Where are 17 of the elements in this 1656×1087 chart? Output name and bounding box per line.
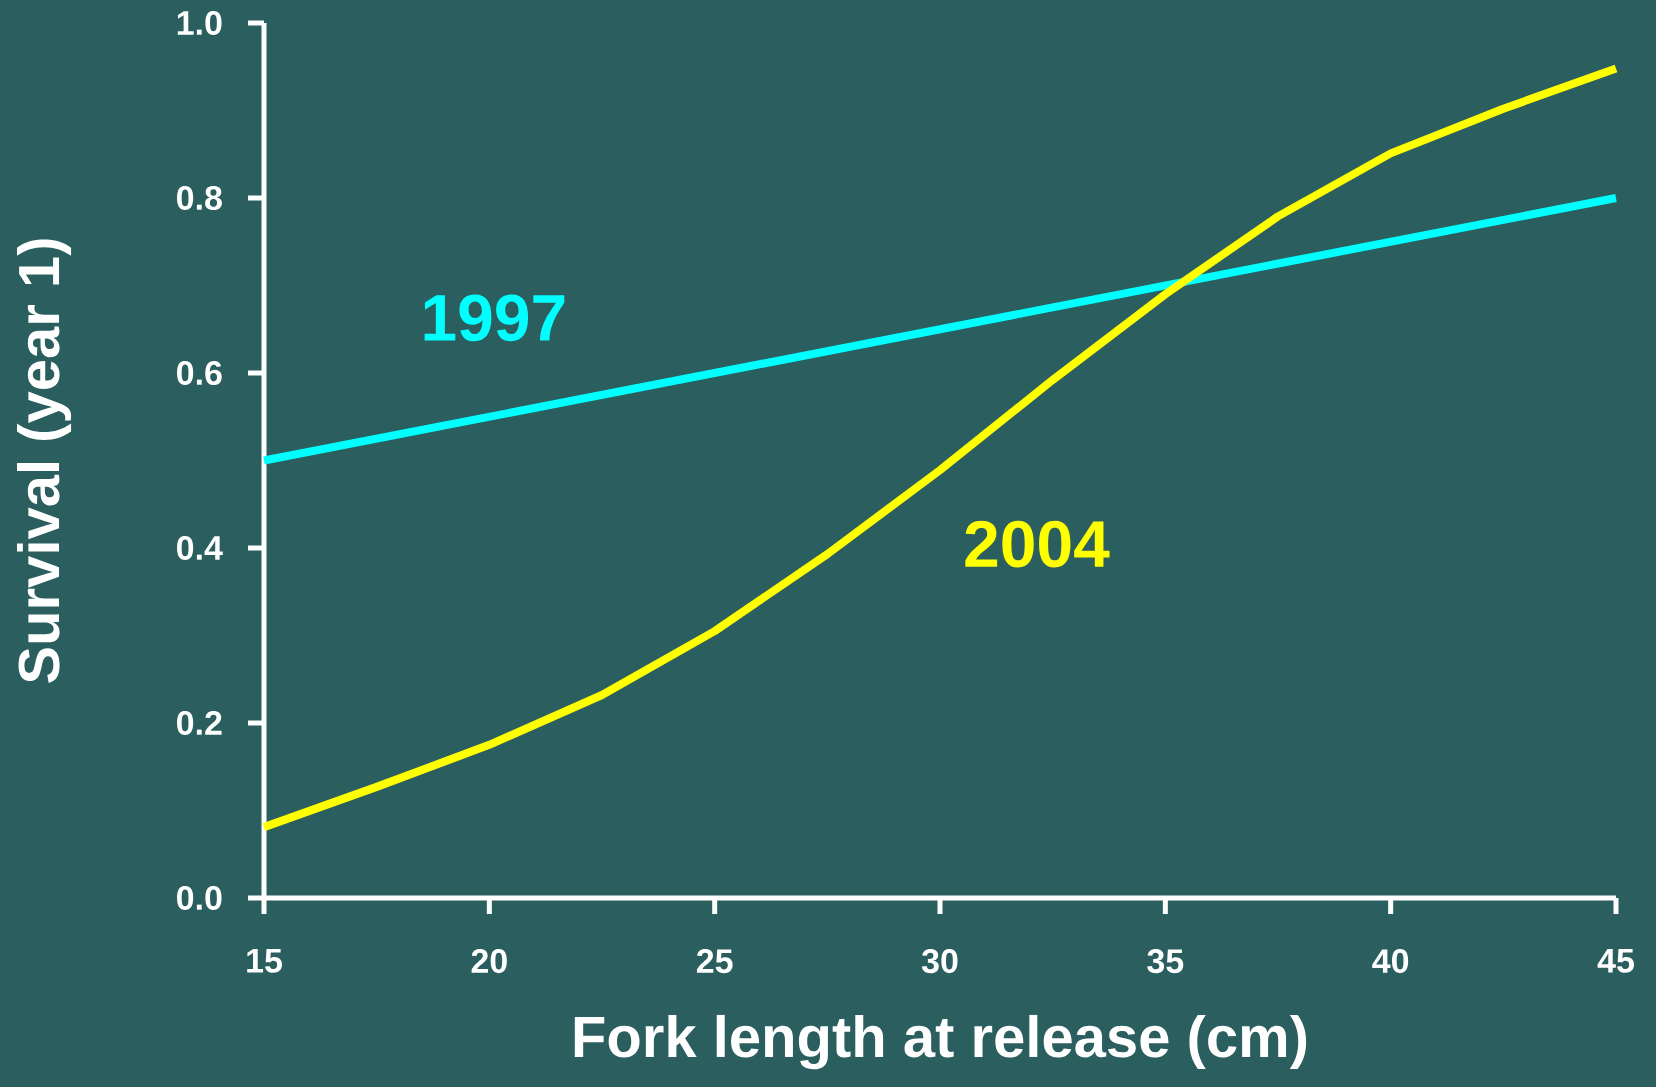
x-tick-label: 30 (921, 949, 958, 974)
x-tick-label: 40 (1372, 949, 1409, 974)
y-axis-title: Survival (year 1) (17, 239, 72, 683)
y-tick-label: 1.0 (177, 10, 222, 36)
x-tick-label: 25 (696, 949, 733, 974)
x-tick-label: 45 (1597, 949, 1634, 973)
y-tick-label: 0.6 (177, 360, 222, 386)
series-label: 1997 (424, 294, 565, 342)
x-tick-label: 20 (471, 949, 507, 974)
y-tick-label: 0.4 (177, 535, 223, 561)
y-tick-label: 0.8 (177, 185, 222, 211)
x-tick-label: 35 (1147, 949, 1184, 974)
y-tick-label: 0.0 (177, 885, 222, 911)
x-axis-title: Fork length at release (cm) (574, 1014, 1307, 1070)
y-tick-label: 0.2 (177, 710, 222, 736)
series-label: 2004 (965, 520, 1110, 568)
x-tick-label: 15 (247, 949, 282, 973)
